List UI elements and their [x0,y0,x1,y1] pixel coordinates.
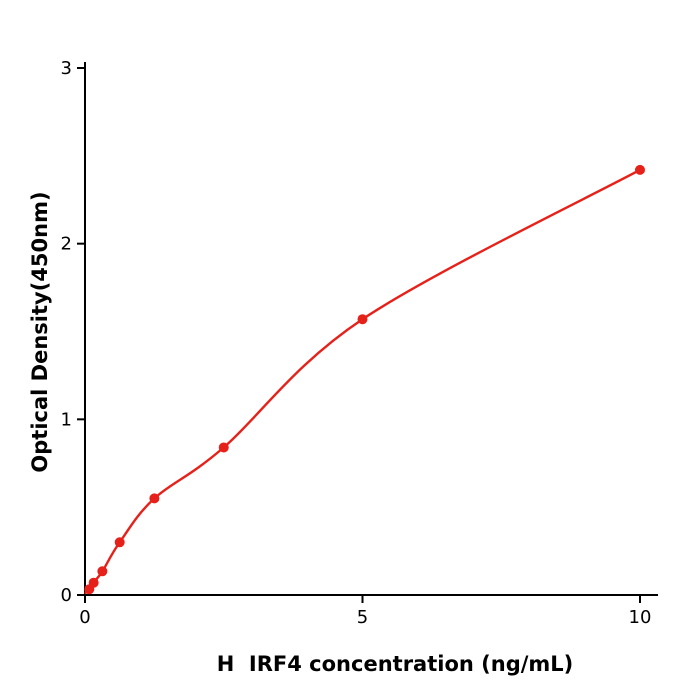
y-tick-label: 3 [61,58,72,79]
y-axis-label: Optical Density(450nm) [28,191,52,473]
y-tick-label: 0 [61,585,72,606]
data-point [97,566,108,577]
x-tick-label: 10 [629,607,652,628]
data-point [357,314,368,325]
fit-curve [84,168,642,595]
x-axis-label: H IRF4 concentration (ng/mL) [216,652,574,676]
x-tick-label: 5 [357,607,368,628]
data-point [635,164,645,175]
y-tick-label: 2 [61,234,72,255]
data-point [149,493,160,504]
y-tick-label: 1 [61,409,72,430]
data-point [114,537,125,548]
data-point [218,442,229,453]
x-tick-label: 0 [79,607,90,628]
data-point [88,577,99,588]
